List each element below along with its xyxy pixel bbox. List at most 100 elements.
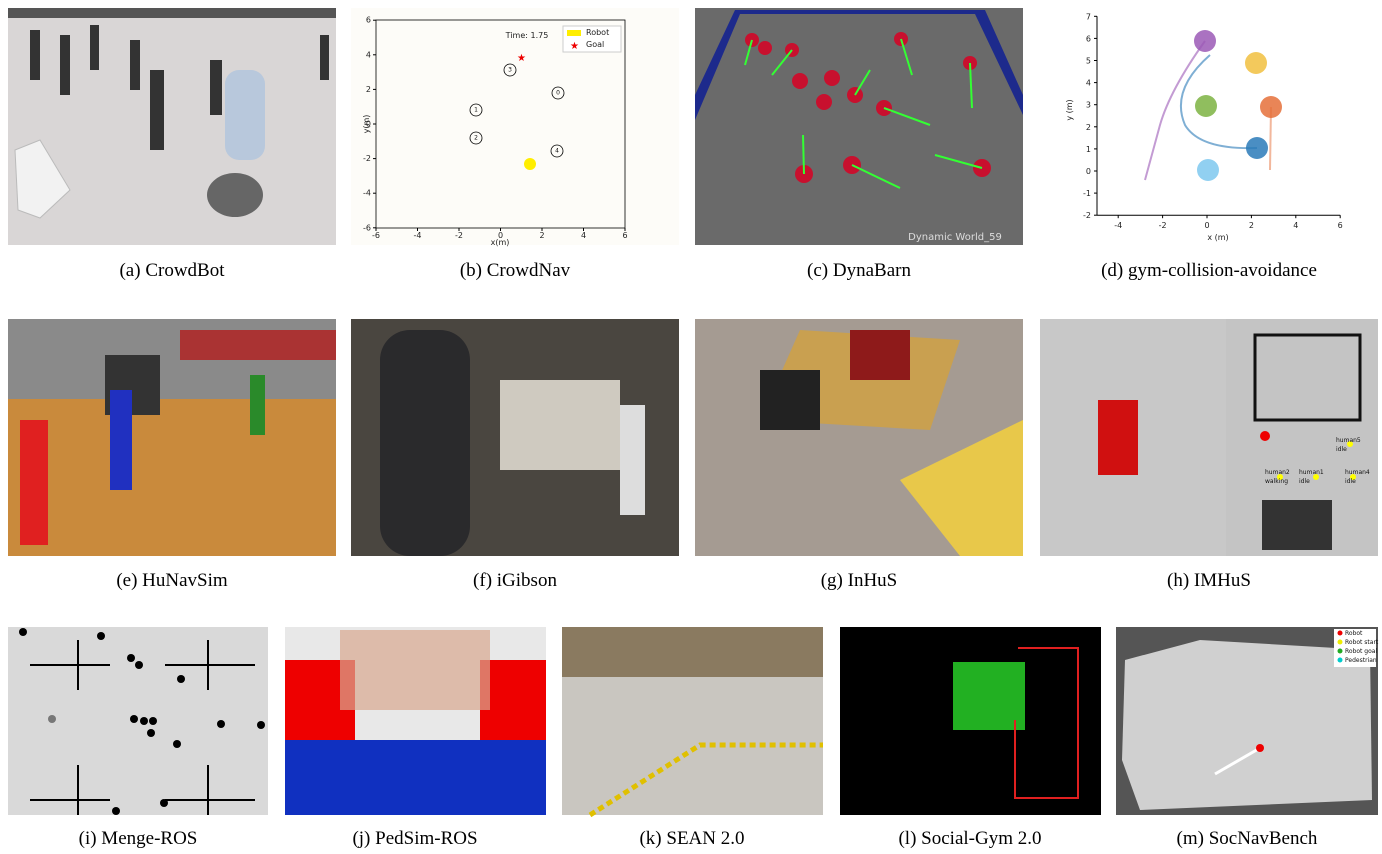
- legend-label: Robot start: [1345, 639, 1379, 646]
- legend-label: Robot: [586, 28, 609, 37]
- x-tick-label: -2: [1159, 221, 1167, 230]
- image-detail: [20, 420, 48, 545]
- y-tick-label: 4: [366, 50, 371, 59]
- y-tick-label: -4: [363, 189, 371, 198]
- agent-state: idle: [1345, 478, 1356, 485]
- legend-swatch: [1337, 630, 1343, 636]
- robot: [524, 158, 536, 170]
- caption: (b) CrowdNav: [460, 260, 571, 281]
- human: [1350, 474, 1356, 480]
- image-detail: [380, 330, 470, 556]
- image-detail: [1122, 640, 1372, 810]
- image-detail: [500, 380, 620, 470]
- human-label: 1: [474, 107, 478, 114]
- y-tick-label: 0: [366, 120, 371, 129]
- image-detail: [744, 38, 983, 189]
- x-tick-label: 4: [1293, 221, 1298, 230]
- x-label: x (m): [1207, 233, 1228, 242]
- image-detail: [110, 390, 132, 490]
- agent-state: walking: [1265, 478, 1288, 485]
- human: [1347, 441, 1353, 447]
- caption: (m) SocNavBench: [1177, 828, 1318, 849]
- image-detail: [850, 330, 910, 380]
- humans: [469, 63, 565, 158]
- image-detail: [207, 173, 263, 217]
- image-detail: [30, 640, 255, 815]
- legend-swatch: [1337, 639, 1343, 645]
- x-tick-label: 0: [1204, 221, 1209, 230]
- caption: (l) Social-Gym 2.0: [898, 828, 1041, 849]
- y-tick-label: -6: [363, 223, 371, 232]
- y-tick-label: 2: [366, 85, 371, 94]
- image-detail: [250, 375, 265, 435]
- image-detail: [588, 742, 823, 818]
- robot: [1256, 744, 1264, 752]
- robot: [48, 715, 56, 723]
- x-tick-label: -6: [372, 231, 380, 240]
- y-tick-label: -2: [1083, 211, 1091, 220]
- caption: (h) IMHuS: [1167, 570, 1251, 591]
- y-tick-label: 6: [366, 16, 371, 25]
- image-detail: [1014, 647, 1079, 799]
- y-tick-label: 7: [1086, 12, 1091, 21]
- legend-swatch: [1337, 657, 1343, 663]
- x-tick-label: 2: [1249, 221, 1254, 230]
- caption: (j) PedSim-ROS: [352, 828, 477, 849]
- caption: (k) SEAN 2.0: [639, 828, 744, 849]
- y-tick-label: 0: [1086, 167, 1091, 176]
- agent-state: idle: [1299, 478, 1310, 485]
- caption: (a) CrowdBot: [119, 260, 225, 281]
- caption: (c) DynaBarn: [807, 260, 911, 281]
- caption: (e) HuNavSim: [116, 570, 228, 591]
- trajectory: [1144, 40, 1206, 181]
- caption: (i) Menge-ROS: [79, 828, 198, 849]
- time-label: Time: 1.75: [505, 31, 549, 40]
- caption: (f) iGibson: [473, 570, 557, 591]
- agent-label: human1: [1299, 469, 1324, 476]
- y-tick-label: 2: [1086, 123, 1091, 132]
- image-detail: [900, 420, 1023, 556]
- human-label: 0: [556, 90, 560, 97]
- x-tick-label: 6: [622, 231, 627, 240]
- image-crowdnav: [351, 8, 679, 245]
- y-tick-label: 4: [1086, 79, 1091, 88]
- image-detail: [620, 405, 645, 515]
- image-detail: [562, 627, 823, 677]
- agent-label: human5: [1336, 437, 1361, 444]
- human-label: 2: [474, 135, 478, 142]
- robot-path: [1214, 746, 1261, 776]
- image-detail: [760, 370, 820, 430]
- goal-star: ★: [517, 53, 526, 64]
- x-tick-label: 6: [1338, 221, 1343, 230]
- image-crowdbot: [8, 8, 336, 245]
- x-tick-label: -2: [455, 231, 463, 240]
- y-tick-label: 3: [1086, 101, 1091, 110]
- image-detail: [30, 25, 329, 150]
- y-tick-label: 5: [1086, 57, 1091, 66]
- agents: [1194, 30, 1282, 181]
- image-detail: [180, 330, 336, 360]
- y-tick-label: -1: [1083, 189, 1091, 198]
- x-tick-label: 2: [539, 231, 544, 240]
- x-label: x(m): [491, 238, 510, 247]
- human-label: 4: [555, 148, 559, 155]
- legend-label: Pedestrian: [1345, 657, 1377, 664]
- x-tick-label: 0: [498, 231, 503, 240]
- y-tick-label: 6: [1086, 34, 1091, 43]
- y-tick-label: -2: [363, 154, 371, 163]
- legend-label: Goal: [586, 40, 604, 49]
- y-label: y (m): [1065, 99, 1074, 120]
- x-tick-label: -4: [414, 231, 422, 240]
- legend-swatch: ★: [570, 41, 579, 52]
- image-detail: [14, 139, 71, 219]
- legend-label: Robot goal: [1345, 648, 1377, 655]
- trajectory: [1179, 54, 1258, 150]
- legend-swatch: [1337, 648, 1343, 654]
- human-label: 3: [508, 67, 512, 74]
- world-label: Dynamic World_59: [908, 232, 1002, 243]
- caption: (g) InHuS: [821, 570, 898, 591]
- agents: [19, 628, 265, 815]
- agent-state: idle: [1336, 446, 1347, 453]
- legend-label: Robot: [1345, 630, 1363, 637]
